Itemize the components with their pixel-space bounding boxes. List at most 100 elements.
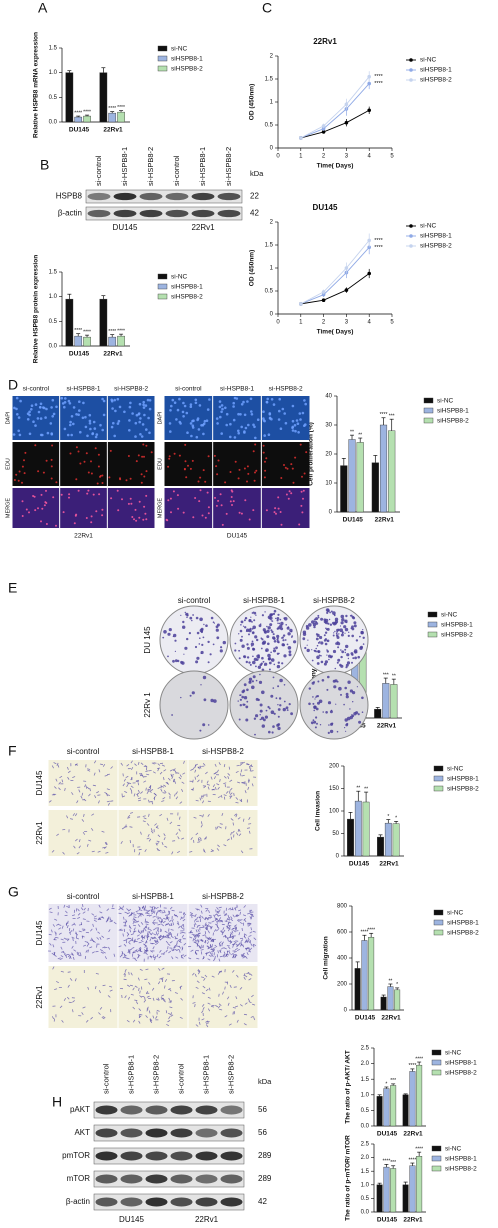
cell-stain [124, 923, 126, 927]
cell-stain [218, 1003, 222, 1007]
cell-stain [200, 949, 204, 951]
blot-band [145, 1105, 168, 1115]
cell-dot [114, 409, 117, 413]
legend-swatch [431, 1069, 442, 1076]
colony [282, 639, 285, 642]
cell-stain [243, 973, 246, 977]
colony [283, 617, 288, 621]
cell-stain [189, 936, 193, 939]
cell-stain [221, 930, 223, 934]
colony [238, 657, 241, 660]
bar [74, 335, 83, 347]
cell-stain [60, 955, 64, 958]
cell-stain [152, 1015, 155, 1019]
cell-dot [300, 490, 303, 493]
cell-stain [65, 922, 68, 926]
colony [312, 696, 314, 698]
cell-stain [197, 929, 200, 933]
cell-dot [207, 506, 210, 509]
cell-dot [214, 496, 216, 499]
cell-dot [171, 398, 175, 402]
cell-stain [239, 921, 243, 925]
colony [334, 614, 336, 617]
cell-stain [202, 763, 206, 766]
cell-dot [167, 465, 170, 468]
colony [262, 660, 265, 663]
y-tick-label: 0.5 [49, 319, 58, 325]
colony [353, 712, 357, 716]
cell-dot [148, 399, 152, 402]
colony [313, 618, 316, 621]
cell-dot [49, 422, 53, 425]
row-label: DAPI [157, 411, 163, 424]
colony [199, 637, 201, 639]
cell-stain [57, 957, 61, 960]
cell-stain [226, 937, 230, 939]
cell-stain [124, 974, 126, 978]
cell-dot [302, 489, 305, 492]
colony [317, 701, 320, 705]
cell-stain [148, 813, 150, 817]
cell-dot [15, 407, 18, 411]
column-label: si-HSPB8-2 [269, 386, 303, 393]
colony [195, 660, 199, 664]
cell-stain [139, 968, 143, 971]
legend-marker [409, 224, 413, 228]
x-tick-label: 0 [276, 154, 280, 160]
cell-stain [58, 927, 62, 930]
cell-dot [129, 497, 132, 500]
cell-dot [244, 499, 247, 502]
cell-dot [125, 479, 128, 482]
cell-stain [249, 768, 252, 772]
cell-stain [169, 821, 173, 825]
colony [270, 629, 273, 632]
cell-dot [205, 419, 209, 423]
cell-dot [139, 433, 142, 436]
cell-dot [143, 455, 145, 458]
cell-stain [67, 770, 71, 774]
colony [340, 649, 342, 651]
kda-label: 42 [258, 1197, 267, 1206]
cell-stain [105, 841, 108, 845]
colony [352, 691, 356, 695]
cell-stain [99, 949, 103, 952]
cell-dot [198, 404, 202, 407]
cell-dot [254, 443, 257, 446]
cell-stain [222, 929, 226, 933]
cell-stain [180, 924, 184, 927]
cell-stain [206, 937, 210, 940]
cell-stain [52, 944, 55, 948]
cell-dot [137, 454, 140, 457]
cell-dot [117, 419, 121, 423]
cell-stain [123, 939, 127, 942]
cell-stain [58, 787, 61, 791]
cell-dot [110, 497, 113, 500]
y-tick-label: 0.5 [361, 1108, 370, 1114]
cell-stain [136, 912, 140, 915]
cell-stain [231, 969, 235, 973]
cell-stain [141, 905, 144, 909]
cell-stain [71, 945, 74, 949]
cell-stain [246, 763, 250, 766]
cell-stain [139, 948, 142, 952]
cell-stain [177, 920, 179, 925]
cell-stain [82, 831, 86, 835]
cell-stain [235, 770, 239, 773]
cell-stain [197, 924, 201, 927]
cell-stain [69, 818, 73, 820]
cell-stain [235, 940, 239, 942]
colony [252, 655, 254, 658]
point [321, 124, 326, 128]
y-tick-label: 40 [325, 394, 332, 400]
legend-swatch [427, 621, 438, 628]
bar [390, 1085, 397, 1127]
cell-dot [42, 406, 45, 409]
cell-stain [150, 936, 154, 940]
cell-dot [21, 481, 23, 484]
cell-stain [152, 922, 156, 925]
cell-dot [182, 401, 185, 405]
significance-label: * [395, 816, 397, 822]
cell-stain [137, 797, 142, 800]
blot-band [195, 1105, 218, 1115]
cell-stain [130, 760, 133, 764]
